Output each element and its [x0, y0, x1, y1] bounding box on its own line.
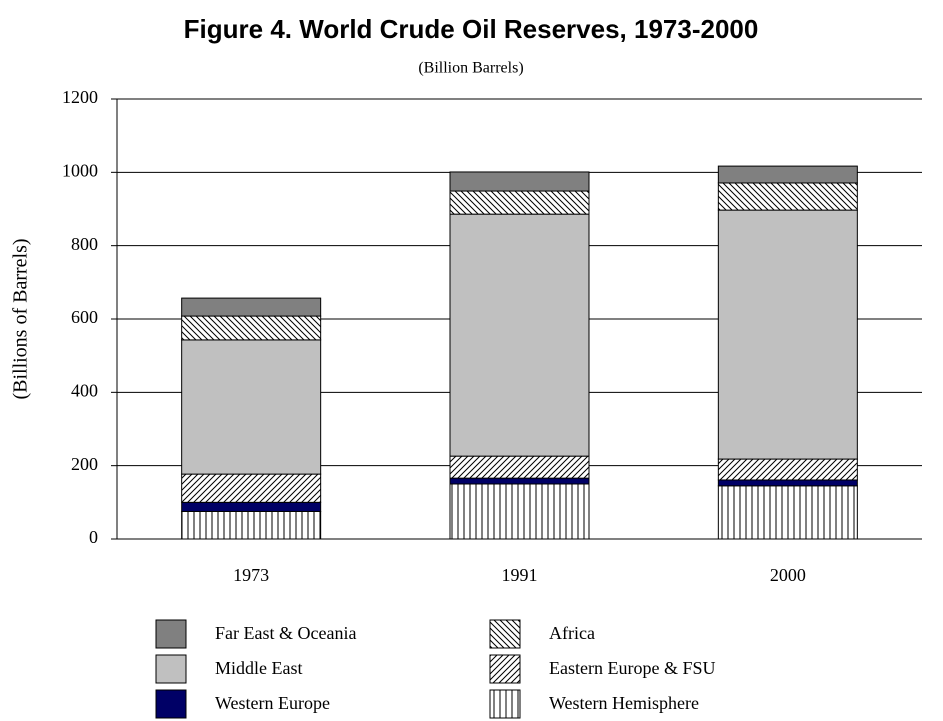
- bar-segment: [717, 458, 858, 481]
- bar-segment: [181, 297, 322, 317]
- bar-segment: [449, 483, 590, 540]
- y-tick-label: 1200: [62, 87, 98, 107]
- chart-title: Figure 4. World Crude Oil Reserves, 1973…: [184, 14, 759, 44]
- bar-segment: [181, 339, 322, 475]
- legend-label: Far East & Oceania: [215, 623, 356, 643]
- legend-swatch: [489, 619, 521, 649]
- bar-segment: [449, 190, 590, 215]
- bar-segment: [181, 315, 322, 341]
- legend-label: Western Europe: [215, 693, 330, 713]
- legend-swatch: [155, 654, 187, 684]
- bar-segment: [449, 171, 590, 192]
- legend-swatch: [155, 689, 187, 719]
- y-tick-label: 0: [89, 527, 98, 547]
- y-tick-label: 600: [71, 307, 98, 327]
- legend-swatch: [489, 689, 521, 719]
- bar-segment: [717, 165, 858, 184]
- x-tick-label: 1973: [233, 565, 269, 585]
- y-tick-label: 400: [71, 380, 98, 400]
- bar-segment: [181, 511, 322, 540]
- bar-segment: [717, 479, 858, 487]
- bar-segment: [449, 477, 590, 485]
- bar-segment: [717, 485, 858, 540]
- legend-swatch: [489, 654, 521, 684]
- bar-segment: [717, 182, 858, 211]
- legend-label: Africa: [549, 623, 595, 643]
- legend-label: Eastern Europe & FSU: [549, 658, 715, 678]
- chart-subtitle: (Billion Barrels): [418, 60, 523, 77]
- y-tick-label: 800: [71, 234, 98, 254]
- legend-swatch: [155, 619, 187, 649]
- y-tick-label: 200: [71, 454, 98, 474]
- y-tick-label: 1000: [62, 160, 98, 180]
- x-tick-label: 2000: [770, 565, 806, 585]
- y-axis-label: (Billions of Barrels): [10, 238, 32, 399]
- bar-segment: [449, 213, 590, 457]
- legend-label: Western Hemisphere: [549, 693, 699, 713]
- bar-segment: [717, 209, 858, 460]
- bar-segment: [181, 501, 322, 513]
- bar-segment: [449, 455, 590, 479]
- bar-segment: [181, 473, 322, 503]
- x-tick-label: 1991: [502, 565, 538, 585]
- legend-label: Middle East: [215, 658, 303, 678]
